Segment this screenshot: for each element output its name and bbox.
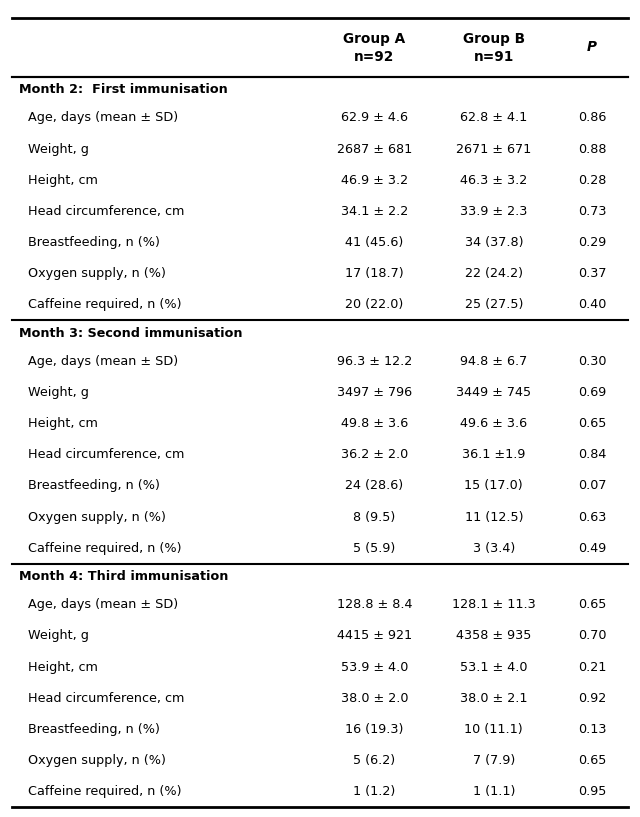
Text: Oxygen supply, n (%): Oxygen supply, n (%) <box>28 511 165 524</box>
Text: 0.84: 0.84 <box>578 449 606 462</box>
Text: 0.65: 0.65 <box>578 598 606 611</box>
Text: 0.40: 0.40 <box>578 298 606 311</box>
Text: 62.9 ± 4.6: 62.9 ± 4.6 <box>341 111 408 124</box>
Text: Weight, g: Weight, g <box>28 142 88 155</box>
Text: Caffeine required, n (%): Caffeine required, n (%) <box>28 542 181 555</box>
Text: 17 (18.7): 17 (18.7) <box>345 267 404 280</box>
Text: Month 3: Second immunisation: Month 3: Second immunisation <box>19 327 243 340</box>
Text: 24 (28.6): 24 (28.6) <box>346 480 403 493</box>
Text: Caffeine required, n (%): Caffeine required, n (%) <box>28 298 181 311</box>
Text: 0.69: 0.69 <box>578 386 606 399</box>
Text: 25 (27.5): 25 (27.5) <box>465 298 523 311</box>
Text: 49.6 ± 3.6: 49.6 ± 3.6 <box>460 417 527 430</box>
Text: 49.8 ± 3.6: 49.8 ± 3.6 <box>340 417 408 430</box>
Text: 0.88: 0.88 <box>578 142 606 155</box>
Text: 0.70: 0.70 <box>578 629 606 642</box>
Text: 5 (6.2): 5 (6.2) <box>353 754 396 767</box>
Text: 0.65: 0.65 <box>578 417 606 430</box>
Text: 0.37: 0.37 <box>578 267 606 280</box>
Text: 0.29: 0.29 <box>578 236 606 249</box>
Text: Head circumference, cm: Head circumference, cm <box>28 205 184 218</box>
Text: n=92: n=92 <box>355 50 394 65</box>
Text: n=91: n=91 <box>474 50 514 65</box>
Text: 128.1 ± 11.3: 128.1 ± 11.3 <box>452 598 536 611</box>
Text: 1 (1.1): 1 (1.1) <box>472 785 515 798</box>
Text: 1 (1.2): 1 (1.2) <box>353 785 396 798</box>
Text: 0.63: 0.63 <box>578 511 606 524</box>
Text: Group A: Group A <box>343 32 406 47</box>
Text: 3449 ± 745: 3449 ± 745 <box>456 386 531 399</box>
Text: 0.07: 0.07 <box>578 480 606 493</box>
Text: 8 (9.5): 8 (9.5) <box>353 511 396 524</box>
Text: 0.95: 0.95 <box>578 785 606 798</box>
Text: Breastfeeding, n (%): Breastfeeding, n (%) <box>28 236 159 249</box>
Text: Breastfeeding, n (%): Breastfeeding, n (%) <box>28 480 159 493</box>
Text: 0.92: 0.92 <box>578 692 606 705</box>
Text: 0.65: 0.65 <box>578 754 606 767</box>
Text: Height, cm: Height, cm <box>28 417 97 430</box>
Text: 33.9 ± 2.3: 33.9 ± 2.3 <box>460 205 527 218</box>
Text: 5 (5.9): 5 (5.9) <box>353 542 396 555</box>
Text: 2687 ± 681: 2687 ± 681 <box>337 142 412 155</box>
Text: 36.2 ± 2.0: 36.2 ± 2.0 <box>340 449 408 462</box>
Text: 0.30: 0.30 <box>578 355 606 368</box>
Text: Head circumference, cm: Head circumference, cm <box>28 692 184 705</box>
Text: 46.3 ± 3.2: 46.3 ± 3.2 <box>460 174 527 186</box>
Text: 10 (11.1): 10 (11.1) <box>465 723 523 736</box>
Text: 0.73: 0.73 <box>578 205 606 218</box>
Text: 94.8 ± 6.7: 94.8 ± 6.7 <box>460 355 527 368</box>
Text: 2671 ± 671: 2671 ± 671 <box>456 142 531 155</box>
Text: 46.9 ± 3.2: 46.9 ± 3.2 <box>341 174 408 186</box>
Text: 38.0 ± 2.0: 38.0 ± 2.0 <box>340 692 408 705</box>
Text: P: P <box>587 40 597 55</box>
Text: 34.1 ± 2.2: 34.1 ± 2.2 <box>340 205 408 218</box>
Text: 22 (24.2): 22 (24.2) <box>465 267 523 280</box>
Text: Height, cm: Height, cm <box>28 174 97 186</box>
Text: 0.49: 0.49 <box>578 542 606 555</box>
Text: 96.3 ± 12.2: 96.3 ± 12.2 <box>337 355 412 368</box>
Text: Head circumference, cm: Head circumference, cm <box>28 449 184 462</box>
Text: 0.13: 0.13 <box>578 723 606 736</box>
Text: Weight, g: Weight, g <box>28 386 88 399</box>
Text: Group B: Group B <box>463 32 525 47</box>
Text: 4415 ± 921: 4415 ± 921 <box>337 629 412 642</box>
Text: Age, days (mean ± SD): Age, days (mean ± SD) <box>28 598 178 611</box>
Text: Breastfeeding, n (%): Breastfeeding, n (%) <box>28 723 159 736</box>
Text: 41 (45.6): 41 (45.6) <box>345 236 404 249</box>
Text: 15 (17.0): 15 (17.0) <box>465 480 523 493</box>
Text: 7 (7.9): 7 (7.9) <box>472 754 515 767</box>
Text: 20 (22.0): 20 (22.0) <box>345 298 404 311</box>
Text: Month 2:  First immunisation: Month 2: First immunisation <box>19 83 228 96</box>
Text: 36.1 ±1.9: 36.1 ±1.9 <box>462 449 525 462</box>
Text: 0.21: 0.21 <box>578 661 606 673</box>
Text: Weight, g: Weight, g <box>28 629 88 642</box>
Text: 38.0 ± 2.1: 38.0 ± 2.1 <box>460 692 527 705</box>
Text: Caffeine required, n (%): Caffeine required, n (%) <box>28 785 181 798</box>
Text: 4358 ± 935: 4358 ± 935 <box>456 629 531 642</box>
Text: Age, days (mean ± SD): Age, days (mean ± SD) <box>28 111 178 124</box>
Text: 16 (19.3): 16 (19.3) <box>345 723 404 736</box>
Text: Oxygen supply, n (%): Oxygen supply, n (%) <box>28 267 165 280</box>
Text: Height, cm: Height, cm <box>28 661 97 673</box>
Text: 0.86: 0.86 <box>578 111 606 124</box>
Text: 34 (37.8): 34 (37.8) <box>465 236 523 249</box>
Text: 53.9 ± 4.0: 53.9 ± 4.0 <box>340 661 408 673</box>
Text: 128.8 ± 8.4: 128.8 ± 8.4 <box>337 598 412 611</box>
Text: 53.1 ± 4.0: 53.1 ± 4.0 <box>460 661 527 673</box>
Text: 62.8 ± 4.1: 62.8 ± 4.1 <box>460 111 527 124</box>
Text: 0.28: 0.28 <box>578 174 606 186</box>
Text: 11 (12.5): 11 (12.5) <box>465 511 523 524</box>
Text: Month 4: Third immunisation: Month 4: Third immunisation <box>19 570 228 583</box>
Text: 3 (3.4): 3 (3.4) <box>472 542 515 555</box>
Text: Age, days (mean ± SD): Age, days (mean ± SD) <box>28 355 178 368</box>
Text: 3497 ± 796: 3497 ± 796 <box>337 386 412 399</box>
Text: Oxygen supply, n (%): Oxygen supply, n (%) <box>28 754 165 767</box>
